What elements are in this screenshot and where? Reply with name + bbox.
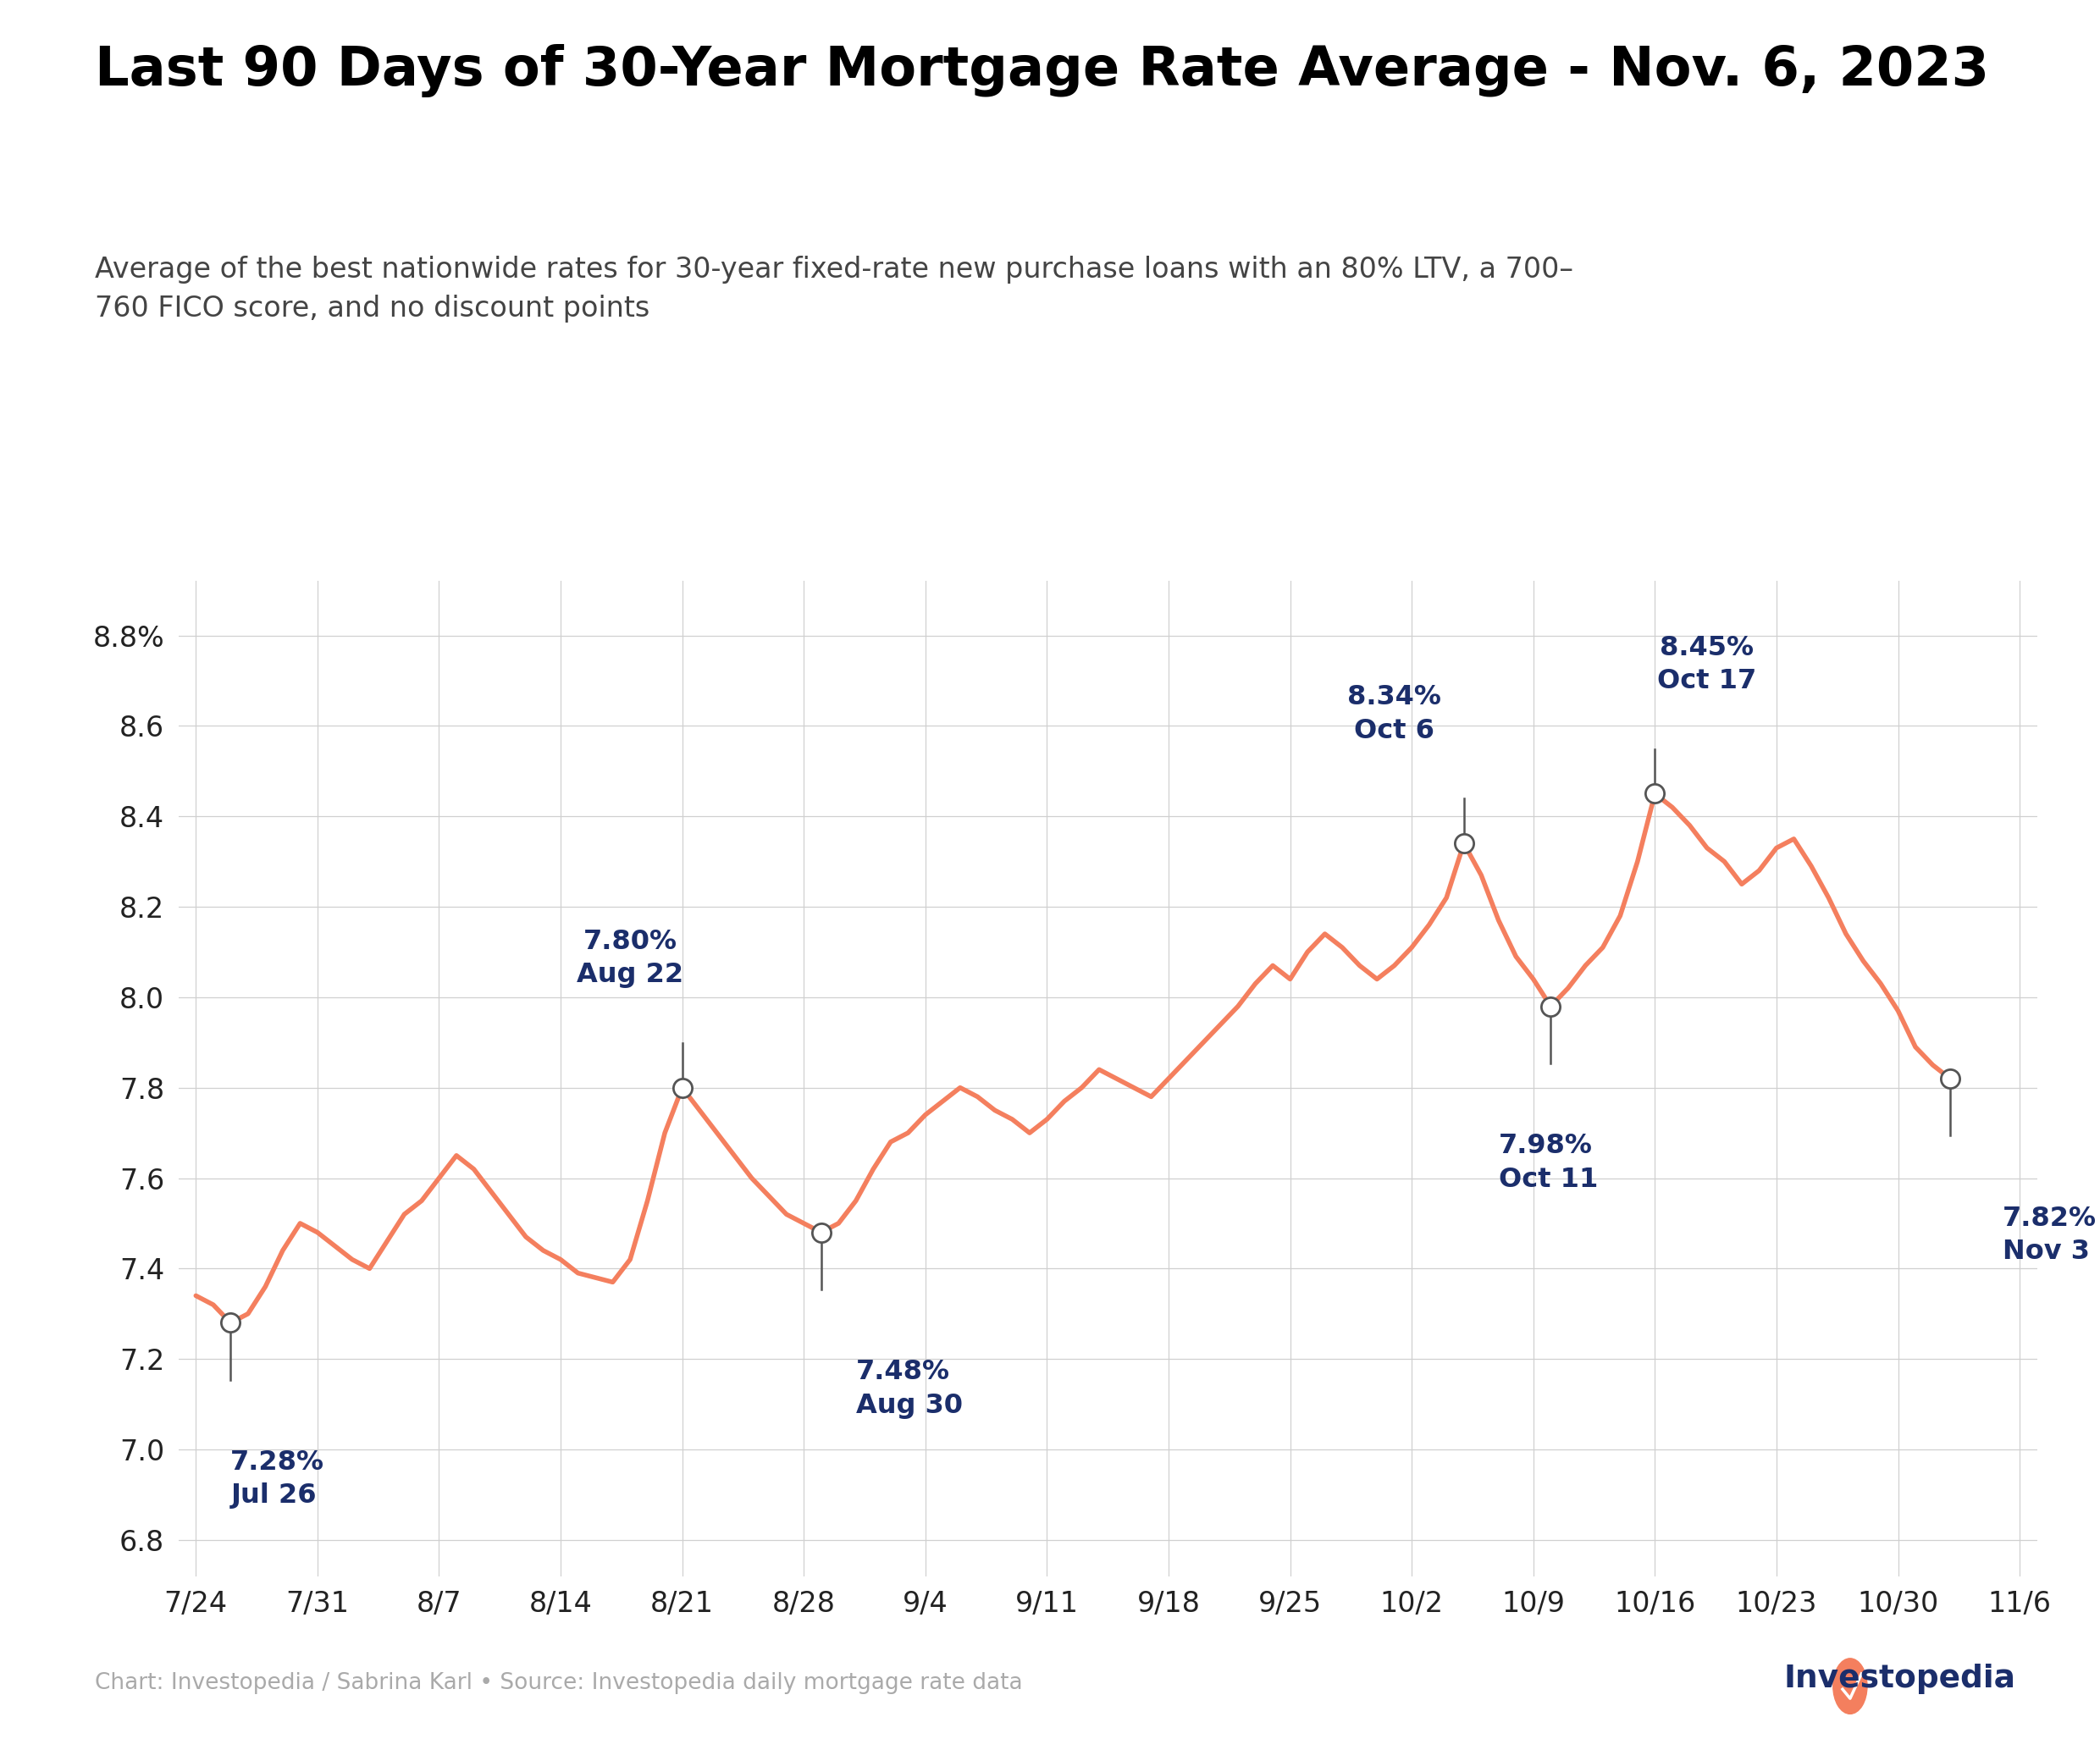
Text: 7.48%
Aug 30: 7.48% Aug 30: [857, 1359, 962, 1419]
Text: 7.28%
Jul 26: 7.28% Jul 26: [231, 1449, 326, 1509]
Text: 7.80%
Aug 22: 7.80% Aug 22: [578, 928, 682, 988]
Text: Last 90 Days of 30-Year Mortgage Rate Average - Nov. 6, 2023: Last 90 Days of 30-Year Mortgage Rate Av…: [94, 44, 1989, 97]
Text: Investopedia: Investopedia: [1785, 1664, 2016, 1694]
Text: 7.98%
Oct 11: 7.98% Oct 11: [1499, 1132, 1598, 1192]
Text: 8.45%
Oct 17: 8.45% Oct 17: [1657, 634, 1756, 694]
Text: 8.34%
Oct 6: 8.34% Oct 6: [1348, 685, 1441, 743]
Text: 7.82%
Nov 3: 7.82% Nov 3: [2001, 1205, 2096, 1264]
Circle shape: [1833, 1659, 1867, 1713]
Text: Chart: Investopedia / Sabrina Karl • Source: Investopedia daily mortgage rate da: Chart: Investopedia / Sabrina Karl • Sou…: [94, 1673, 1023, 1694]
Text: Average of the best nationwide rates for 30-year fixed-rate new purchase loans w: Average of the best nationwide rates for…: [94, 255, 1573, 322]
